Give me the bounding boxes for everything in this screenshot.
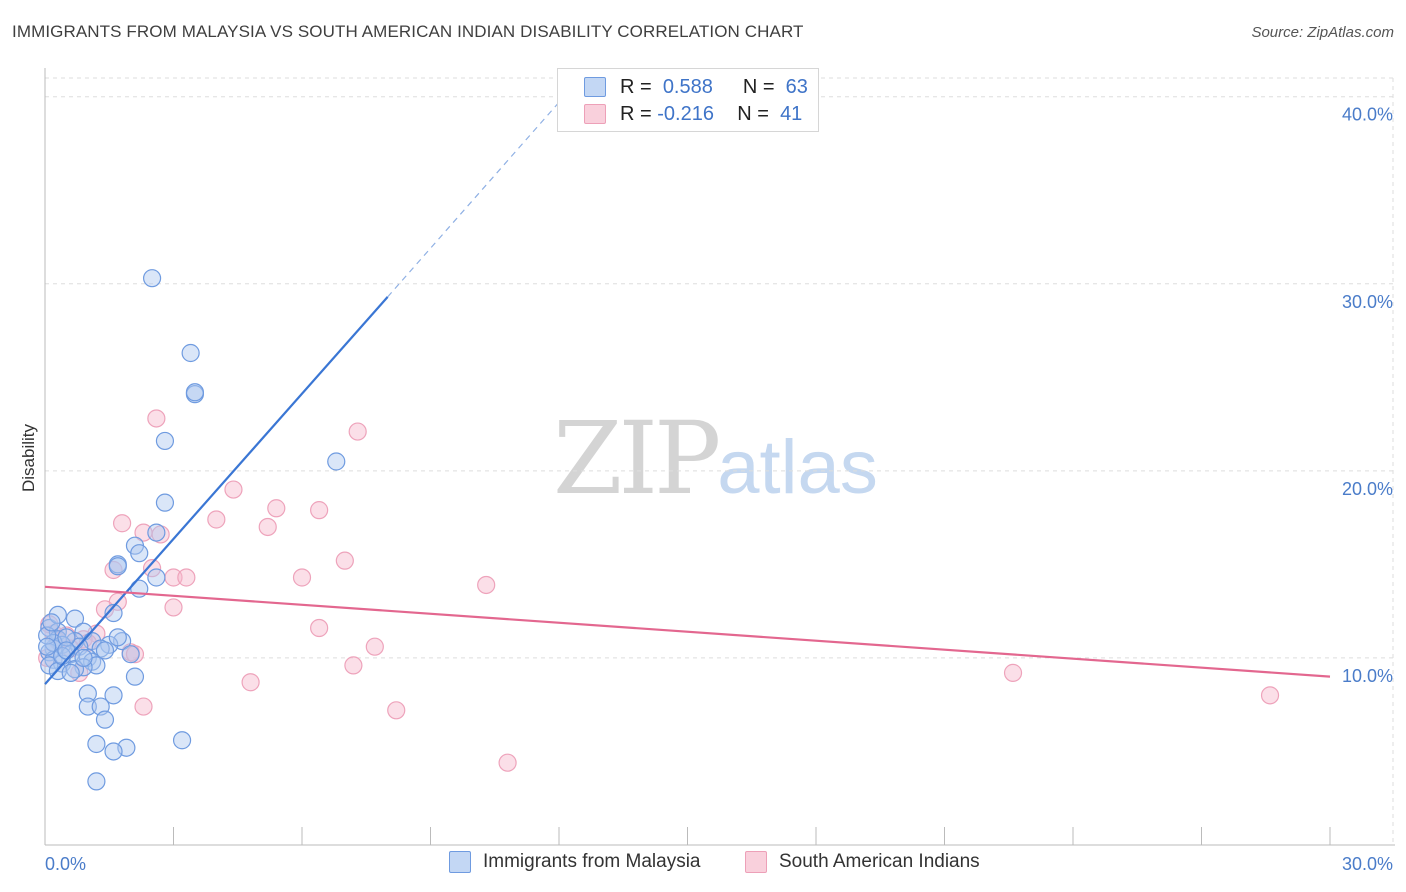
correlation-legend: R = 0.588 N = 63 R = -0.216 N = 41 (557, 68, 819, 132)
legend-item-south-american-indians[interactable]: South American Indians (745, 851, 980, 873)
legend-item-malaysia[interactable]: Immigrants from Malaysia (449, 851, 701, 873)
malaysia-point (57, 641, 76, 660)
series-legend: Immigrants from Malaysia South American … (0, 851, 1406, 879)
malaysia-point (142, 269, 162, 288)
axes (44, 68, 1395, 846)
pink-swatch-icon (745, 851, 767, 873)
watermark: ZIPatlas (553, 400, 878, 517)
south-american-indians-point (164, 598, 183, 617)
malaysia-point (42, 613, 61, 632)
legend-r-label: R = (620, 75, 652, 98)
south-american-indians-point (267, 499, 286, 518)
malaysia-trend-line (44, 296, 389, 685)
legend-row-south-american-indians: R = -0.216 N = 41 (558, 100, 802, 128)
south-american-indians-point (125, 645, 145, 664)
malaysia-point (125, 667, 145, 686)
malaysia-point (172, 731, 192, 750)
south-american-indians-point (177, 568, 196, 587)
y-tick-label: 10.0% (1342, 666, 1393, 686)
y-axis-label: Disability (19, 423, 38, 492)
legend-item-label: Immigrants from Malaysia (483, 851, 701, 872)
malaysia-point (65, 609, 85, 628)
south-american-indians-point (292, 568, 312, 587)
x-tick-label: 0.0% (45, 854, 86, 874)
y-tick-label: 20.0% (1342, 479, 1393, 499)
malaysia-point (104, 742, 123, 761)
south-american-indians-points (38, 409, 1280, 772)
source-label: Source: ZipAtlas.com (1251, 24, 1394, 41)
x-tick-label: 30.0% (1342, 854, 1393, 874)
malaysia-point (78, 684, 97, 703)
blue-swatch-icon (584, 77, 606, 97)
malaysia-point (327, 452, 346, 471)
y-tick-label: 30.0% (1342, 292, 1393, 312)
legend-item-label: South American Indians (779, 851, 980, 872)
blue-swatch-icon (449, 851, 471, 873)
malaysia-point (38, 637, 57, 656)
malaysia-point (87, 734, 106, 754)
south-american-indians-point (241, 673, 260, 692)
malaysia-point (78, 697, 97, 716)
legend-r-value: -0.216 (657, 102, 714, 125)
malaysia-point (95, 710, 115, 729)
legend-n-value: 63 (785, 75, 808, 98)
chart-title: IMMIGRANTS FROM MALAYSIA VS SOUTH AMERIC… (12, 22, 804, 41)
legend-r-label: R = (620, 102, 652, 125)
malaysia-point (61, 663, 80, 682)
malaysia-point (155, 431, 175, 451)
legend-row-malaysia: R = 0.588 N = 63 (558, 73, 808, 101)
watermark-atlas: atlas (717, 425, 878, 510)
malaysia-trend-extension (387, 101, 560, 298)
legend-r-value: 0.588 (662, 75, 713, 98)
trend-lines (44, 101, 1331, 685)
south-american-indians-point (344, 656, 363, 675)
malaysia-point (108, 628, 127, 647)
malaysia-point (95, 641, 115, 660)
south-american-indians-point (112, 514, 132, 533)
legend-n-value: 41 (780, 102, 803, 125)
south-american-indians-point (224, 480, 243, 499)
south-american-indians-point (1003, 663, 1023, 682)
south-american-indians-point (147, 409, 166, 428)
malaysia-point (130, 544, 149, 563)
south-american-indians-point (134, 697, 153, 716)
malaysia-point (87, 772, 106, 791)
malaysia-point (104, 686, 123, 705)
south-american-indians-point (310, 618, 329, 638)
axis-labels: 10.0% 20.0% 30.0% 40.0% 0.0% 30.0% Disability (19, 105, 1393, 874)
pink-swatch-icon (584, 104, 606, 124)
gridlines (45, 77, 1395, 845)
south-american-indians-point (387, 701, 406, 720)
malaysia-point (104, 603, 123, 623)
malaysia-point (121, 645, 140, 664)
south-american-indians-point (258, 517, 277, 537)
malaysia-points (38, 269, 346, 791)
malaysia-point (48, 605, 67, 625)
malaysia-point (147, 568, 166, 587)
south-american-indians-point (142, 559, 162, 578)
watermark-zip: ZIP (553, 400, 721, 517)
south-american-indians-point (335, 551, 354, 570)
south-american-indians-point (365, 637, 384, 656)
south-american-indians-point (207, 510, 226, 529)
south-american-indians-point (498, 753, 517, 772)
malaysia-point (147, 523, 166, 542)
malaysia-point (181, 343, 200, 363)
south-american-indians-trend-line (44, 585, 1331, 678)
malaysia-point (155, 493, 175, 512)
legend-n-label: N = (737, 102, 769, 125)
legend-n-label: N = (742, 75, 775, 98)
south-american-indians-point (1260, 686, 1280, 705)
malaysia-point (185, 383, 205, 402)
south-american-indians-point (310, 501, 329, 520)
malaysia-point (108, 557, 127, 576)
y-tick-label: 40.0% (1342, 105, 1393, 125)
malaysia-point (74, 648, 93, 668)
malaysia-point (57, 628, 76, 647)
south-american-indians-point (348, 422, 367, 441)
south-american-indians-point (477, 575, 496, 595)
